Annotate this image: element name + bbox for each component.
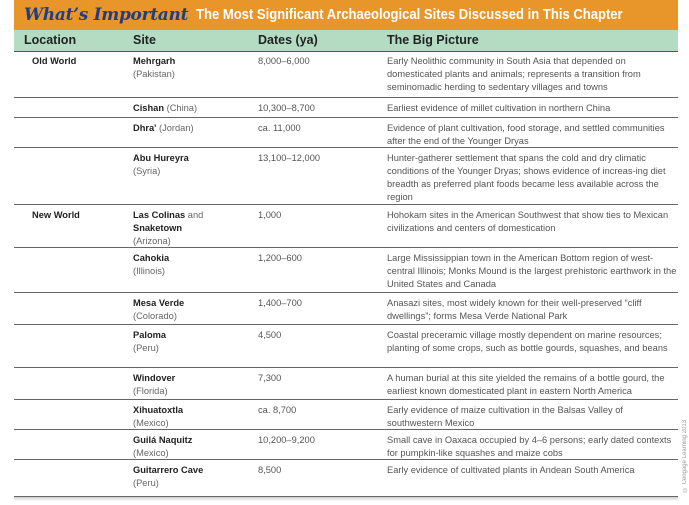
table-row: New World Las Colinas and Snaketown (Arizo…	[14, 205, 678, 248]
site-conjunction: and	[187, 210, 204, 220]
location-cell: Old World	[32, 56, 77, 66]
column-header-site: Site	[133, 33, 156, 47]
big-picture-cell: A human burial at this site yielded the …	[387, 373, 665, 396]
site-region: (Peru)	[133, 343, 159, 353]
table-row: Dhra' (Jordan) ca. 11,000 Evidence of pl…	[14, 118, 678, 148]
big-picture-cell: Early evidence of cultivated plants in A…	[387, 465, 635, 475]
site-cell: Mehrgarh (Pakistan)	[133, 55, 253, 81]
table-row: Mesa Verde (Colorado) 1,400–700 Anasazi s…	[14, 293, 678, 325]
site-region: (Pakistan)	[133, 69, 175, 79]
table-title: The Most Significant Archaeological Site…	[196, 7, 623, 23]
column-header-big-picture: The Big Picture	[387, 33, 479, 47]
table-row: Guitarrero Cave (Peru) 8,500 Early eviden…	[14, 460, 678, 497]
dates-cell: 7,300	[258, 373, 282, 383]
dates-cell: 8,000–6,000	[258, 56, 310, 66]
column-header-row: Location Site Dates (ya) The Big Picture	[14, 30, 678, 52]
site-cell: Windover (Florida)	[133, 372, 253, 398]
site-region: (Illinois)	[133, 266, 166, 276]
table-body: Old World Mehrgarh (Pakistan) 8,000–6,000…	[14, 51, 678, 497]
big-picture-cell: Early evidence of maize cultivation in t…	[387, 405, 623, 428]
column-header-location: Location	[24, 33, 77, 47]
site-region: (Peru)	[133, 478, 159, 488]
site-region: (Jordan)	[159, 123, 194, 133]
dates-cell: ca. 8,700	[258, 405, 297, 415]
site-cell: Las Colinas and Snaketown (Arizona)	[133, 209, 253, 248]
site-cell: Dhra' (Jordan)	[133, 122, 253, 135]
dates-cell: 1,200–600	[258, 253, 302, 263]
site-cell: Mesa Verde (Colorado)	[133, 297, 253, 323]
location-cell: New World	[32, 210, 80, 220]
table-row: Guilá Naquitz (Mexico) 10,200–9,200 Small…	[14, 430, 678, 460]
big-picture-cell: Hunter-gatherer settlement that spans th…	[387, 153, 666, 202]
big-picture-cell: Large Mississippian town in the American…	[387, 253, 677, 289]
site-cell: Cishan (China)	[133, 102, 253, 115]
site-name: Paloma	[133, 330, 167, 340]
site-name: Cahokia	[133, 253, 170, 263]
big-picture-cell: Coastal preceramic village mostly depend…	[387, 330, 668, 353]
table-row: Abu Hureyra (Syria) 13,100–12,000 Hunter-…	[14, 148, 678, 205]
site-name: Windover	[133, 373, 176, 383]
dates-cell: 1,400–700	[258, 298, 302, 308]
site-cell: Xihuatoxtla (Mexico)	[133, 404, 253, 430]
big-picture-cell: Evidence of plant cultivation, food stor…	[387, 123, 665, 146]
site-name: Dhra'	[133, 123, 157, 133]
copyright-credit: © Cengage Learning 2013	[682, 420, 688, 493]
site-region: (Arizona)	[133, 236, 171, 246]
site-cell: Paloma (Peru)	[133, 329, 253, 355]
site-name: Las Colinas	[133, 210, 186, 220]
big-picture-cell: Early Neolithic community in South Asia …	[387, 56, 641, 92]
dates-cell: 10,200–9,200	[258, 435, 315, 445]
big-picture-cell: Anasazi sites, most widely known for the…	[387, 298, 642, 321]
big-picture-cell: Hohokam sites in the American Southwest …	[387, 210, 669, 233]
site-region: (Syria)	[133, 166, 161, 176]
dates-cell: ca. 11,000	[258, 123, 301, 133]
site-name: Guilá Naquitz	[133, 435, 193, 445]
site-region: (China)	[166, 103, 198, 113]
table-shadow	[14, 497, 678, 501]
table-row: Old World Mehrgarh (Pakistan) 8,000–6,000…	[14, 51, 678, 98]
site-cell: Guitarrero Cave (Peru)	[133, 464, 253, 490]
table-row: Paloma (Peru) 4,500 Coastal preceramic vi…	[14, 325, 678, 368]
site-name: Mesa Verde	[133, 298, 185, 308]
big-picture-cell: Earliest evidence of millet cultivation …	[387, 103, 611, 113]
table-banner: What’s Important The Most Significant Ar…	[14, 0, 678, 30]
whats-important-tag: What’s Important	[24, 5, 189, 25]
site-region: (Mexico)	[133, 418, 169, 428]
dates-cell: 4,500	[258, 330, 282, 340]
site-name: Guitarrero Cave	[133, 465, 204, 475]
site-cell: Abu Hureyra (Syria)	[133, 152, 253, 178]
big-picture-cell: Small cave in Oaxaca occupied by 4–6 per…	[387, 435, 672, 458]
site-name: Cishan	[133, 103, 164, 113]
site-cell: Guilá Naquitz (Mexico)	[133, 434, 253, 460]
table-row: Xihuatoxtla (Mexico) ca. 8,700 Early evid…	[14, 400, 678, 430]
column-header-dates: Dates (ya)	[258, 33, 318, 47]
dates-cell: 13,100–12,000	[258, 153, 321, 163]
site-name: Mehrgarh	[133, 56, 176, 66]
site-region: (Colorado)	[133, 311, 177, 321]
site-name: Abu Hureyra	[133, 153, 189, 163]
site-cell: Cahokia (Illinois)	[133, 252, 253, 278]
dates-cell: 1,000	[258, 210, 282, 220]
table-row: Windover (Florida) 7,300 A human burial a…	[14, 368, 678, 400]
site-name: Xihuatoxtla	[133, 405, 184, 415]
site-name-2: Snaketown	[133, 223, 183, 233]
dates-cell: 10,300–8,700	[258, 103, 315, 113]
table-row: Cahokia (Illinois) 1,200–600 Large Missis…	[14, 248, 678, 293]
site-region: (Florida)	[133, 386, 168, 396]
site-region: (Mexico)	[133, 448, 169, 458]
table-row: Cishan (China) 10,300–8,700 Earliest evi…	[14, 98, 678, 118]
dates-cell: 8,500	[258, 465, 282, 475]
